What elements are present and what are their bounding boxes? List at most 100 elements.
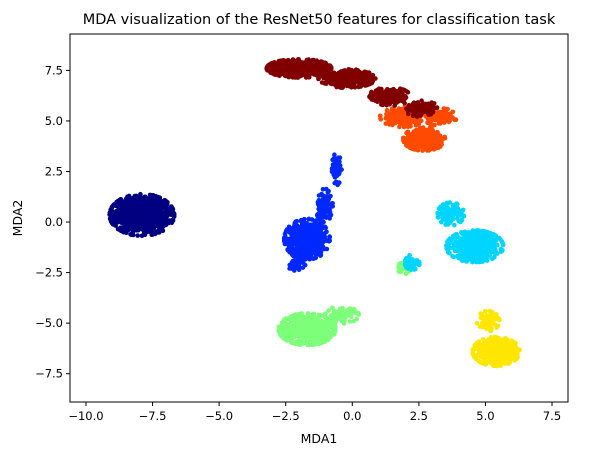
data-point: [149, 226, 154, 232]
data-point: [486, 324, 492, 330]
data-point: [498, 237, 503, 242]
data-point: [316, 319, 321, 324]
data-point: [397, 111, 403, 116]
data-point: [418, 134, 423, 139]
data-point: [330, 305, 335, 311]
data-point: [513, 341, 518, 346]
data-point: [481, 318, 487, 324]
data-point: [299, 319, 304, 324]
data-point: [320, 323, 325, 329]
data-point: [298, 257, 303, 263]
data-point: [489, 249, 495, 255]
data-point: [436, 206, 442, 211]
data-point: [505, 348, 511, 354]
data-point: [318, 250, 324, 255]
data-point: [489, 234, 495, 239]
data-point: [290, 253, 296, 258]
data-point: [150, 211, 156, 216]
data-point: [126, 227, 131, 232]
data-point: [450, 109, 456, 115]
data-point: [321, 196, 326, 201]
data-point: [153, 194, 159, 199]
data-point: [397, 124, 402, 130]
data-point: [416, 139, 422, 144]
data-point: [298, 324, 304, 329]
data-point: [439, 142, 444, 147]
data-point: [323, 330, 328, 336]
data-point: [404, 261, 410, 267]
data-point: [324, 238, 330, 243]
data-point: [322, 246, 328, 252]
data-point: [501, 337, 506, 342]
data-point: [276, 324, 282, 330]
data-point: [294, 246, 300, 252]
data-point: [332, 180, 338, 186]
data-point: [296, 339, 301, 345]
data-point: [500, 343, 506, 349]
data-point: [326, 308, 331, 313]
data-point: [321, 215, 326, 220]
data-point: [313, 255, 319, 261]
chart-title: MDA visualization of the ResNet50 featur…: [83, 12, 556, 28]
data-point: [479, 244, 484, 250]
data-point: [320, 187, 326, 192]
data-point: [340, 318, 346, 324]
data-point: [484, 250, 490, 255]
data-point: [385, 121, 390, 126]
data-point: [384, 111, 389, 117]
data-point: [127, 214, 133, 219]
data-point: [476, 359, 482, 364]
data-point: [478, 229, 483, 234]
data-point: [164, 206, 169, 212]
data-point: [128, 202, 134, 208]
data-point: [408, 260, 414, 266]
data-point: [412, 258, 418, 264]
data-point: [302, 242, 307, 248]
data-point: [302, 216, 307, 222]
data-point: [481, 229, 487, 234]
data-point: [123, 196, 129, 202]
data-point: [464, 238, 470, 243]
data-point: [458, 219, 463, 225]
data-point: [416, 262, 422, 268]
data-point: [454, 231, 459, 237]
data-point: [337, 159, 342, 165]
scatter-points: [107, 57, 522, 369]
data-point: [170, 218, 176, 223]
series-4: [470, 308, 522, 369]
data-point: [306, 230, 312, 236]
data-point: [326, 188, 331, 194]
data-point: [488, 351, 494, 357]
data-point: [431, 140, 437, 146]
data-point: [324, 317, 330, 322]
data-point: [317, 217, 322, 223]
data-point: [303, 223, 309, 229]
data-point: [398, 269, 403, 275]
data-point: [377, 113, 383, 119]
data-point: [125, 202, 130, 208]
data-point: [495, 347, 501, 352]
data-point: [296, 311, 302, 317]
data-point: [483, 361, 489, 367]
data-point: [283, 234, 288, 239]
data-point: [301, 220, 306, 225]
series-6: [264, 57, 440, 119]
data-point: [453, 246, 459, 252]
data-point: [301, 324, 307, 330]
data-point: [128, 224, 134, 229]
data-point: [438, 211, 443, 216]
data-point: [137, 219, 142, 224]
data-point: [489, 344, 494, 349]
data-point: [316, 241, 322, 246]
series-3: [402, 200, 506, 273]
data-point: [120, 229, 126, 235]
data-point: [170, 210, 176, 215]
data-point: [310, 248, 316, 254]
data-point: [138, 223, 144, 229]
data-point: [399, 263, 404, 269]
data-point: [325, 323, 331, 328]
data-point: [490, 240, 496, 245]
data-point: [318, 199, 323, 204]
data-point: [296, 251, 302, 257]
